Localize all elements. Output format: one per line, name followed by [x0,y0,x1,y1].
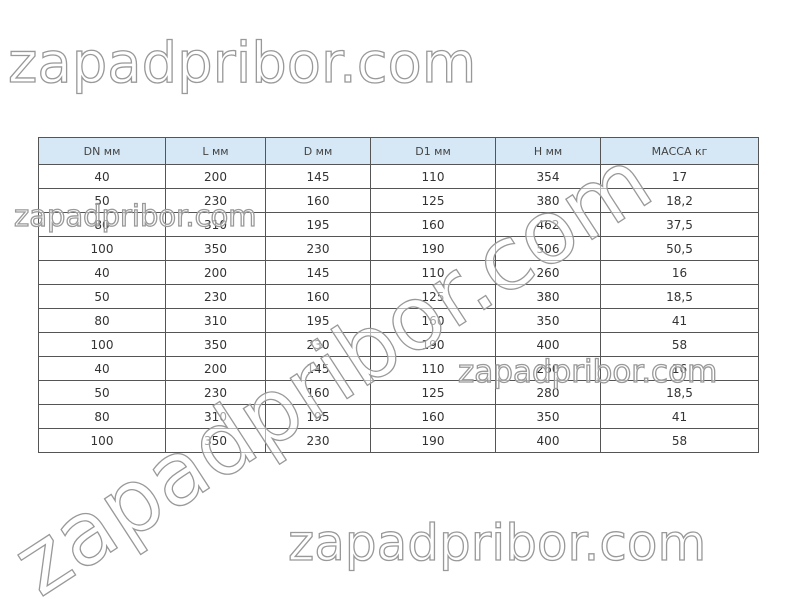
table-cell: 145 [265,356,371,381]
watermark-top: zapadpribor.com [8,31,476,96]
column-header: DN мм [38,137,166,165]
table-row: 50 230 160 125 380 18,2 [38,188,759,213]
table-cell: 230 [265,332,371,357]
table-row: 40 200 145 110 260 16 [38,356,759,381]
table-row: 40 200 145 110 354 17 [38,164,759,189]
table-cell: 145 [265,260,371,285]
table-row: 100 350 230 190 400 58 [38,332,759,357]
table-cell: 18,5 [600,284,759,309]
table-cell: 280 [495,380,601,405]
table-cell: 462 [495,212,601,237]
header-row: DN мм L мм D мм D1 мм H мм МАССА кг [38,137,759,165]
table-cell: 80 [38,404,166,429]
table-row: 100 350 230 190 400 58 [38,428,759,453]
table-cell: 350 [495,404,601,429]
table-cell: 310 [165,404,266,429]
table-cell: 260 [495,260,601,285]
table-row: 80 310 195 160 462 37,5 [38,212,759,237]
table-cell: 310 [165,308,266,333]
watermark-bottom: zapadpribor.com [288,514,706,572]
table-cell: 350 [165,236,266,261]
table-cell: 125 [370,284,496,309]
table-cell: 37,5 [600,212,759,237]
table-cell: 195 [265,212,371,237]
table-cell: 195 [265,404,371,429]
table-cell: 100 [38,332,166,357]
table-row: 50 230 160 125 380 18,5 [38,284,759,309]
table-cell: 190 [370,236,496,261]
table-cell: 125 [370,188,496,213]
table-cell: 80 [38,212,166,237]
table-cell: 380 [495,284,601,309]
table-cell: 230 [265,236,371,261]
table-cell: 41 [600,404,759,429]
table-cell: 50 [38,188,166,213]
table-cell: 400 [495,332,601,357]
table-cell: 18,5 [600,380,759,405]
table-cell: 40 [38,164,166,189]
column-header: D1 мм [370,137,496,165]
table-cell: 260 [495,356,601,381]
table-cell: 354 [495,164,601,189]
table-cell: 40 [38,260,166,285]
table-row: 100 350 230 190 506 50,5 [38,236,759,261]
table-cell: 230 [265,428,371,453]
table-cell: 160 [265,188,371,213]
table-cell: 160 [370,308,496,333]
table-cell: 80 [38,308,166,333]
table-cell: 230 [165,380,266,405]
column-header: D мм [265,137,371,165]
table-row: 40 200 145 110 260 16 [38,260,759,285]
table-cell: 200 [165,260,266,285]
table-cell: 506 [495,236,601,261]
table-cell: 350 [495,308,601,333]
table-row: 80 310 195 160 350 41 [38,308,759,333]
table-cell: 125 [370,380,496,405]
table-cell: 230 [165,188,266,213]
table-cell: 145 [265,164,371,189]
table-cell: 200 [165,164,266,189]
column-header: МАССА кг [600,137,759,165]
table-cell: 17 [600,164,759,189]
table-cell: 16 [600,260,759,285]
table-row: 50 230 160 125 280 18,5 [38,380,759,405]
column-header: L мм [165,137,266,165]
table-cell: 110 [370,260,496,285]
table-cell: 400 [495,428,601,453]
table-cell: 230 [165,284,266,309]
column-header: H мм [495,137,601,165]
table-cell: 100 [38,428,166,453]
table-cell: 160 [370,212,496,237]
table-cell: 58 [600,332,759,357]
table-cell: 350 [165,428,266,453]
table-cell: 110 [370,356,496,381]
table-cell: 100 [38,236,166,261]
table-cell: 50 [38,284,166,309]
specs-table: DN мм L мм D мм D1 мм H мм МАССА кг 40 200 145 1… [38,137,759,453]
table-cell: 58 [600,428,759,453]
table-cell: 195 [265,308,371,333]
table-cell: 110 [370,164,496,189]
table-cell: 380 [495,188,601,213]
table-cell: 190 [370,428,496,453]
table-cell: 16 [600,356,759,381]
table-cell: 310 [165,212,266,237]
table-cell: 200 [165,356,266,381]
table-cell: 160 [370,404,496,429]
table-cell: 160 [265,284,371,309]
table-cell: 190 [370,332,496,357]
table-cell: 18,2 [600,188,759,213]
table-cell: 350 [165,332,266,357]
table-cell: 160 [265,380,371,405]
table-cell: 50,5 [600,236,759,261]
table-cell: 40 [38,356,166,381]
table-cell: 41 [600,308,759,333]
table-row: 80 310 195 160 350 41 [38,404,759,429]
table-cell: 50 [38,380,166,405]
